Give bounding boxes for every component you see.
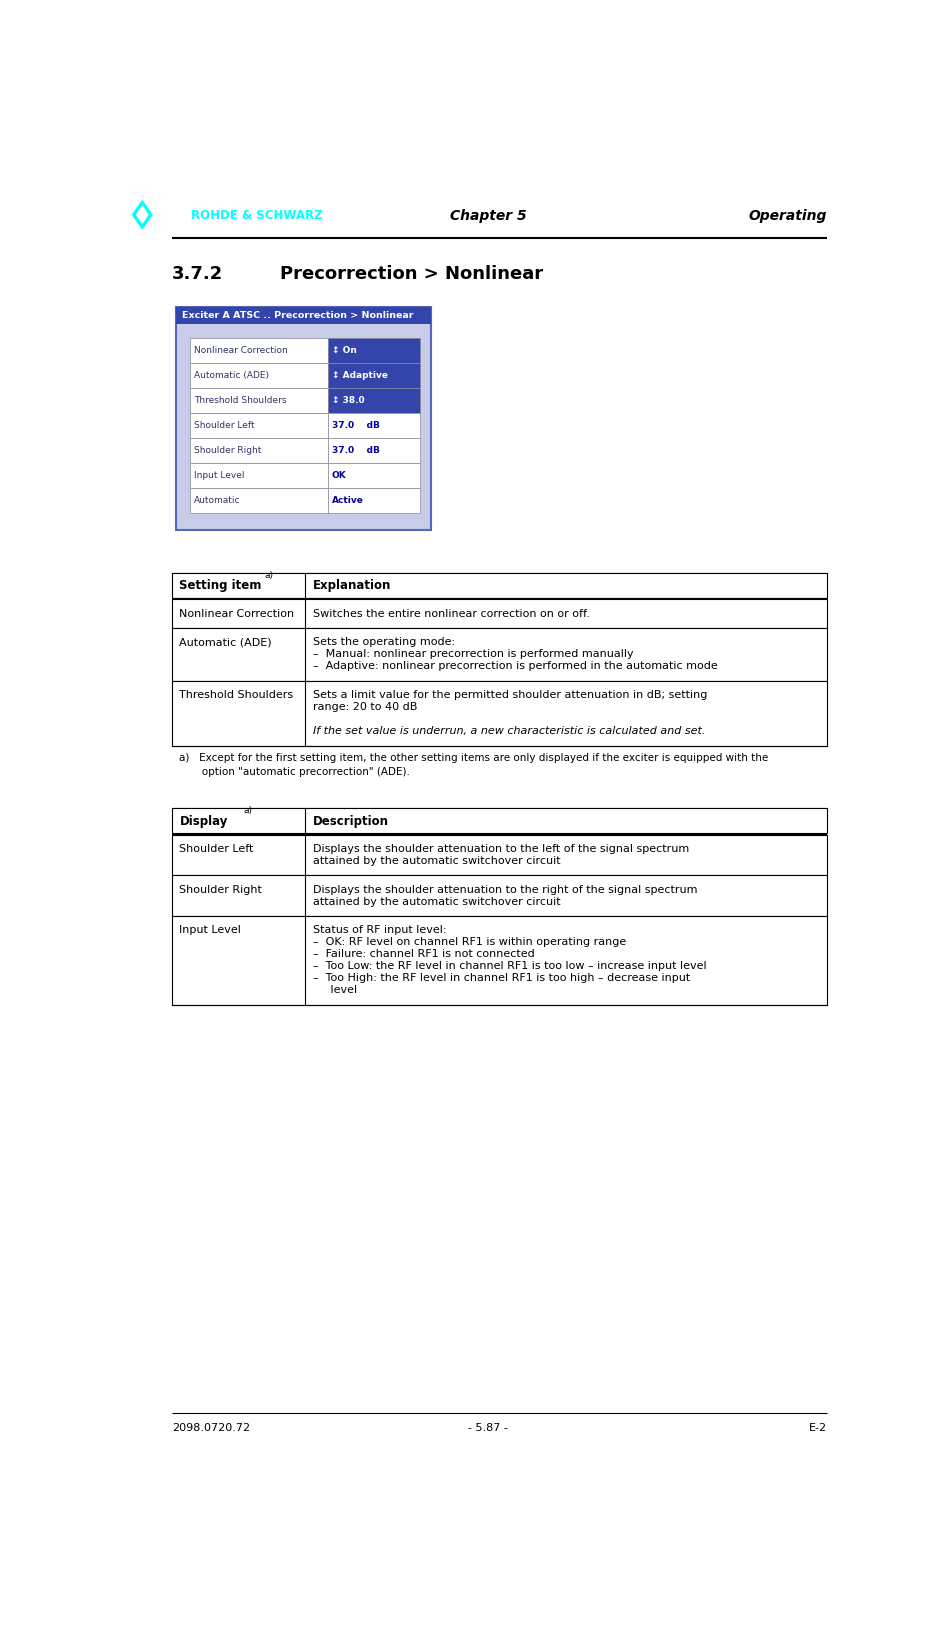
Text: Shoulder Left: Shoulder Left bbox=[194, 422, 255, 430]
Bar bbox=[327, 489, 420, 513]
Text: OK: OK bbox=[331, 471, 347, 481]
Text: Shoulder Right: Shoulder Right bbox=[194, 446, 262, 454]
Bar bbox=[171, 875, 827, 915]
Text: Nonlinear Correction: Nonlinear Correction bbox=[179, 609, 294, 619]
Bar bbox=[327, 463, 420, 489]
Text: Sets the operating mode:: Sets the operating mode: bbox=[313, 637, 455, 647]
Bar bbox=[189, 463, 327, 489]
Text: Explanation: Explanation bbox=[313, 580, 391, 593]
Text: Threshold Shoulders: Threshold Shoulders bbox=[194, 396, 287, 406]
Bar bbox=[189, 438, 327, 463]
Bar bbox=[171, 834, 827, 875]
Text: –  Manual: nonlinear precorrection is performed manually: – Manual: nonlinear precorrection is per… bbox=[313, 650, 633, 660]
Text: a): a) bbox=[265, 570, 274, 580]
Text: Automatic (ADE): Automatic (ADE) bbox=[179, 637, 272, 647]
Text: Sets a limit value for the permitted shoulder attenuation in dB; setting: Sets a limit value for the permitted sho… bbox=[313, 691, 707, 700]
Text: Shoulder Right: Shoulder Right bbox=[179, 885, 263, 894]
Bar bbox=[327, 388, 420, 414]
Text: 37.0    dB: 37.0 dB bbox=[331, 446, 380, 454]
Text: Automatic: Automatic bbox=[194, 497, 241, 505]
Text: Exciter A ATSC .. Precorrection > Nonlinear: Exciter A ATSC .. Precorrection > Nonlin… bbox=[182, 311, 413, 321]
Text: attained by the automatic switchover circuit: attained by the automatic switchover cir… bbox=[313, 855, 561, 865]
Text: 2098.0720.72: 2098.0720.72 bbox=[171, 1422, 249, 1434]
Text: Active: Active bbox=[331, 497, 364, 505]
Bar bbox=[171, 681, 827, 746]
Bar bbox=[189, 337, 327, 363]
Text: Shoulder Left: Shoulder Left bbox=[179, 844, 254, 854]
Text: –  Too High: the RF level in channel RF1 is too high – decrease input: – Too High: the RF level in channel RF1 … bbox=[313, 973, 690, 984]
Text: range: 20 to 40 dB: range: 20 to 40 dB bbox=[313, 702, 417, 712]
Bar bbox=[327, 363, 420, 388]
Bar bbox=[189, 388, 327, 414]
Text: ↕ On: ↕ On bbox=[331, 345, 356, 355]
Text: Status of RF input level:: Status of RF input level: bbox=[313, 925, 446, 935]
Text: If the set value is underrun, a new characteristic is calculated and set.: If the set value is underrun, a new char… bbox=[313, 727, 705, 736]
Bar bbox=[175, 308, 431, 324]
Text: –  Adaptive: nonlinear precorrection is performed in the automatic mode: – Adaptive: nonlinear precorrection is p… bbox=[313, 661, 718, 671]
Bar bbox=[171, 629, 827, 681]
Text: Setting item: Setting item bbox=[179, 580, 262, 593]
Bar bbox=[327, 337, 420, 363]
Bar bbox=[171, 915, 827, 1005]
Text: –  Failure: channel RF1 is not connected: – Failure: channel RF1 is not connected bbox=[313, 950, 534, 959]
Bar bbox=[189, 489, 327, 513]
Text: Display: Display bbox=[179, 814, 228, 828]
Text: Input Level: Input Level bbox=[194, 471, 245, 481]
Bar bbox=[189, 414, 327, 438]
Text: Input Level: Input Level bbox=[179, 925, 241, 935]
Text: - 5.87 -: - 5.87 - bbox=[468, 1422, 507, 1434]
Bar bbox=[171, 808, 827, 834]
Text: –  OK: RF level on channel RF1 is within operating range: – OK: RF level on channel RF1 is within … bbox=[313, 937, 626, 948]
Text: Displays the shoulder attenuation to the left of the signal spectrum: Displays the shoulder attenuation to the… bbox=[313, 844, 689, 854]
Polygon shape bbox=[132, 200, 152, 228]
Text: Precorrection > Nonlinear: Precorrection > Nonlinear bbox=[280, 266, 544, 283]
Bar bbox=[171, 573, 827, 598]
Text: Automatic (ADE): Automatic (ADE) bbox=[194, 371, 269, 380]
Text: 3.7.2: 3.7.2 bbox=[171, 266, 223, 283]
Bar bbox=[175, 308, 431, 531]
Polygon shape bbox=[137, 207, 148, 223]
Text: Threshold Shoulders: Threshold Shoulders bbox=[179, 691, 293, 700]
Text: 37.0    dB: 37.0 dB bbox=[331, 422, 380, 430]
Text: level: level bbox=[313, 986, 357, 995]
Text: –  Too Low: the RF level in channel RF1 is too low – increase input level: – Too Low: the RF level in channel RF1 i… bbox=[313, 961, 706, 971]
Text: ROHDE & SCHWARZ: ROHDE & SCHWARZ bbox=[191, 210, 323, 222]
Text: Operating: Operating bbox=[749, 210, 827, 223]
Bar bbox=[327, 438, 420, 463]
Text: Nonlinear Correction: Nonlinear Correction bbox=[194, 345, 288, 355]
Text: Chapter 5: Chapter 5 bbox=[449, 210, 526, 223]
Text: a)   Except for the first setting item, the other setting items are only display: a) Except for the first setting item, th… bbox=[179, 753, 768, 764]
Text: a): a) bbox=[244, 806, 253, 814]
Text: ↕ Adaptive: ↕ Adaptive bbox=[331, 371, 387, 380]
Bar bbox=[171, 599, 827, 629]
Text: E-2: E-2 bbox=[809, 1422, 827, 1434]
Bar bbox=[189, 363, 327, 388]
Text: Displays the shoulder attenuation to the right of the signal spectrum: Displays the shoulder attenuation to the… bbox=[313, 885, 697, 894]
Text: attained by the automatic switchover circuit: attained by the automatic switchover cir… bbox=[313, 896, 561, 907]
Bar bbox=[327, 414, 420, 438]
Text: ↕ 38.0: ↕ 38.0 bbox=[331, 396, 364, 406]
Text: option "automatic precorrection" (ADE).: option "automatic precorrection" (ADE). bbox=[179, 767, 410, 777]
Text: Description: Description bbox=[313, 814, 388, 828]
Text: Switches the entire nonlinear correction on or off.: Switches the entire nonlinear correction… bbox=[313, 609, 589, 619]
